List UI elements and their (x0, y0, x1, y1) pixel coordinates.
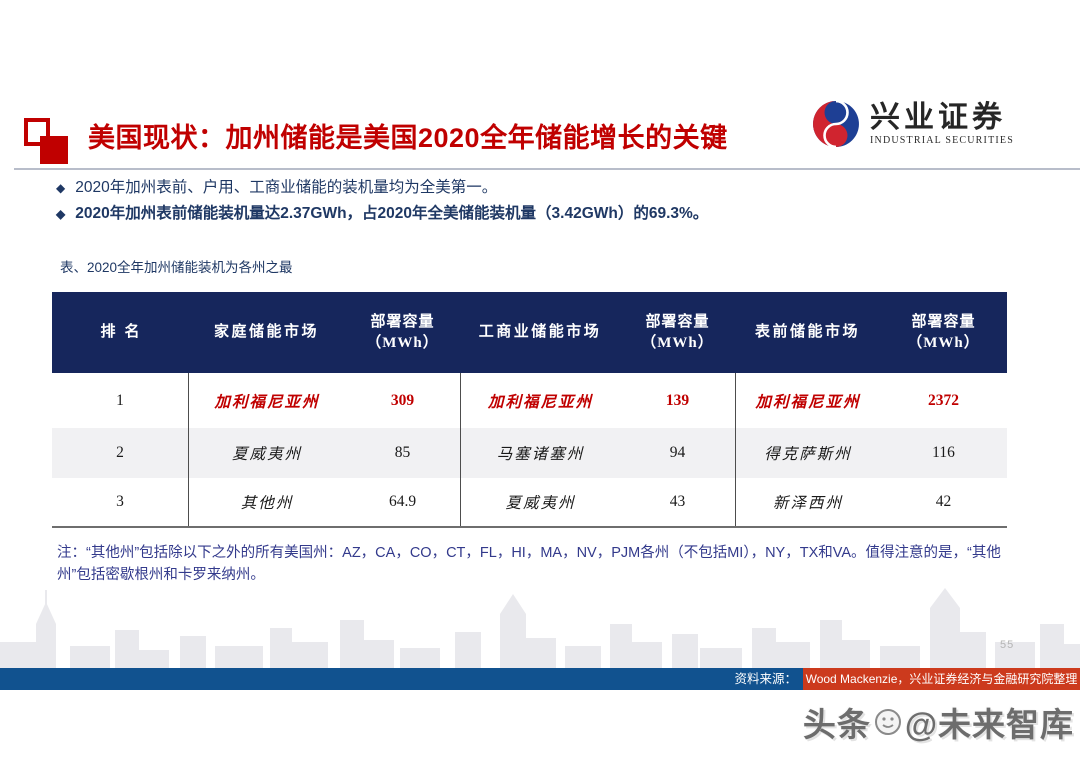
page-number: 55 (1000, 639, 1015, 651)
title-row: 美国现状：加州储能是美国2020全年储能增长的关键 (24, 116, 728, 168)
col-header-ftm-capacity: 部署容量 （MWh） (907, 313, 980, 351)
source-text: Wood Mackenzie，兴业证券经济与金融研究院整理 (803, 668, 1080, 690)
table-caption: 表、2020全年加州储能装机为各州之最 (60, 260, 293, 275)
col-header-rank: 排名 (100, 324, 149, 340)
header-divider (14, 168, 1080, 170)
cell-ftm-mwh: 42 (935, 493, 952, 510)
source-label: 资料来源： (734, 672, 797, 686)
cell-rank: 3 (116, 493, 124, 510)
cell-ci-market: 加利福尼亚州 (460, 373, 620, 428)
col-header-home-capacity: 部署容量 （MWh） (366, 313, 439, 351)
square-outline-icon (24, 118, 50, 146)
square-solid-icon (40, 136, 68, 164)
table-row: 3 其他州 64.9 夏威夷州 43 新泽西州 42 (52, 478, 1007, 528)
table-row: 2 夏威夷州 85 马塞诸塞州 94 得克萨斯州 116 (52, 428, 1007, 478)
title-marker-icon (24, 116, 72, 168)
toutiao-mascot-icon (874, 709, 901, 735)
cell-ftm-mwh: 2372 (928, 391, 959, 409)
cell-rank: 2 (116, 444, 124, 461)
bullet-list: ◆ 2020年加州表前、户用、工商业储能的装机量均为全美第一。 ◆ 2020年加… (56, 176, 1016, 226)
storage-table: 排名 家庭储能市场 部署容量 （MWh） 工商业储能市场 部署容量 （MWh） … (52, 292, 1007, 528)
cell-ftm-market: 加利福尼亚州 (735, 373, 880, 428)
footer-bar: 资料来源： Wood Mackenzie，兴业证券经济与金融研究院整理 (0, 668, 1080, 690)
cell-home-market: 夏威夷州 (188, 428, 345, 478)
cell-ci-mwh: 43 (669, 493, 686, 510)
logo-name-en: INDUSTRIAL SECURITIES (870, 135, 1014, 147)
watermark-prefix: 头条 (802, 706, 871, 743)
col-header-ci-market: 工商业储能市场 (478, 324, 602, 340)
cell-rank: 1 (116, 391, 124, 409)
col-header-home-market: 家庭储能市场 (213, 324, 319, 340)
cell-home-mwh: 85 (394, 444, 411, 461)
cell-home-mwh: 64.9 (388, 493, 417, 510)
bullet-text: 2020年加州表前、户用、工商业储能的装机量均为全美第一。 (75, 179, 498, 196)
bullet-item: ◆ 2020年加州表前、户用、工商业储能的装机量均为全美第一。 (56, 176, 1016, 200)
logo-swirl-icon (813, 100, 859, 148)
cell-ci-market: 夏威夷州 (460, 478, 620, 526)
col-header-ftm-market: 表前储能市场 (754, 324, 860, 340)
logo-text: 兴业证券 INDUSTRIAL SECURITIES (870, 102, 1014, 147)
city-skyline-graphic (0, 588, 1080, 668)
cell-ftm-mwh: 116 (932, 444, 955, 461)
cell-home-mwh: 309 (390, 391, 415, 409)
table-row: 1 加利福尼亚州 309 加利福尼亚州 139 加利福尼亚州 2372 (52, 373, 1007, 428)
bullet-text: 2020年加州表前储能装机量达2.37GWh，占2020年全美储能装机量（3.4… (75, 205, 709, 223)
cell-ci-mwh: 94 (669, 444, 686, 461)
diamond-bullet-icon: ◆ (56, 181, 66, 195)
cell-ftm-market: 新泽西州 (735, 478, 880, 526)
table-header-row: 排名 家庭储能市场 部署容量 （MWh） 工商业储能市场 部署容量 （MWh） … (52, 292, 1007, 373)
cell-ci-mwh: 139 (665, 391, 690, 409)
footnote: 注：“其他州”包括除以下之外的所有美国州：AZ，CA，CO，CT，FL，HI，M… (57, 545, 1001, 583)
cell-home-market: 加利福尼亚州 (188, 373, 345, 428)
diamond-bullet-icon: ◆ (56, 207, 66, 222)
bullet-item: ◆ 2020年加州表前储能装机量达2.37GWh，占2020年全美储能装机量（3… (56, 202, 1016, 226)
cell-home-market: 其他州 (188, 478, 345, 526)
watermark: 头条 @未来智库 (803, 698, 1074, 746)
watermark-suffix: @未来智库 (904, 706, 1074, 743)
cell-ci-market: 马塞诸塞州 (460, 428, 620, 478)
col-header-ci-capacity: 部署容量 （MWh） (641, 313, 714, 351)
industrial-securities-logo: 兴业证券 INDUSTRIAL SECURITIES (812, 100, 1014, 148)
cell-ftm-market: 得克萨斯州 (735, 428, 880, 478)
logo-name-cn: 兴业证券 (870, 100, 1006, 134)
page-title: 美国现状：加州储能是美国2020全年储能增长的关键 (88, 123, 728, 153)
